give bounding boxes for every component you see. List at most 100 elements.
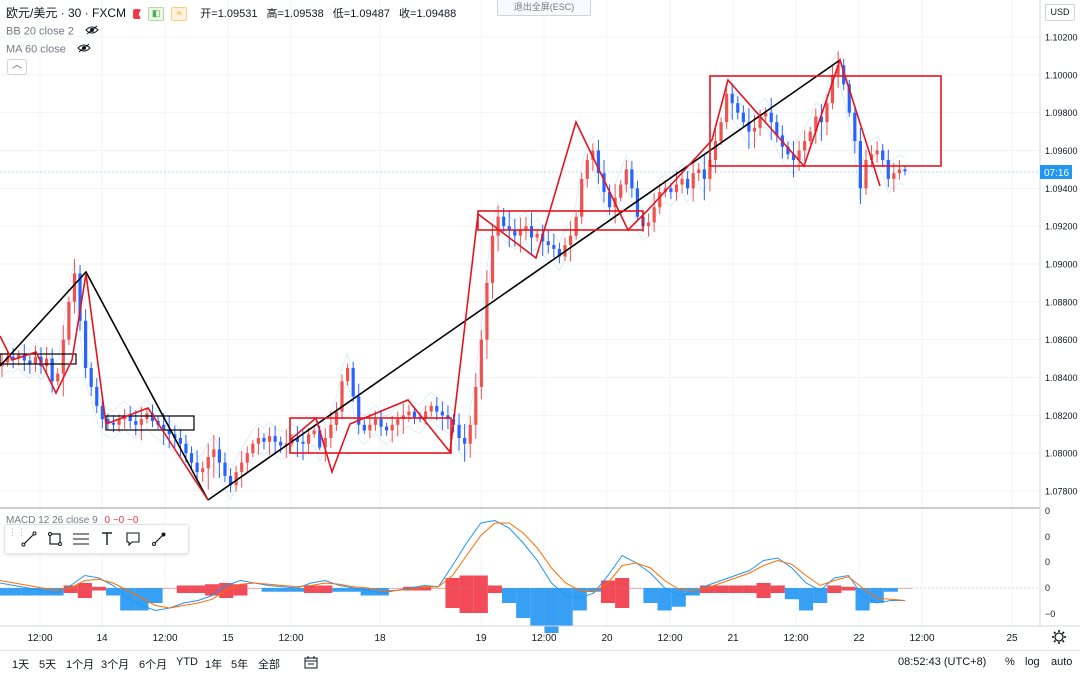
parallel-lines-icon[interactable] <box>68 526 94 552</box>
candle-body <box>228 475 233 486</box>
candle-body <box>791 154 796 160</box>
macd-histogram-bar <box>629 588 644 589</box>
macd-tick-label: 0 <box>1045 532 1050 542</box>
trend-line-main[interactable] <box>207 59 841 501</box>
user-drawings[interactable] <box>0 57 942 501</box>
brush-icon[interactable] <box>146 526 172 552</box>
text-icon[interactable] <box>94 526 120 552</box>
percent-scale-toggle[interactable]: % <box>1005 656 1015 668</box>
auto-scale-toggle[interactable]: auto <box>1051 656 1073 668</box>
consolidation-box-1[interactable] <box>0 353 77 365</box>
indicator-bb-row[interactable]: BB 20 close 2 <box>6 25 99 38</box>
candle-body <box>351 368 355 397</box>
alert-icon[interactable]: ≈ <box>171 7 188 22</box>
candle-body <box>223 462 227 476</box>
eye-icon[interactable] <box>85 25 99 38</box>
candle-body <box>730 93 734 104</box>
range-5d-button[interactable]: 5天 <box>39 659 57 671</box>
candle-body <box>741 112 745 123</box>
candle-body <box>752 127 757 132</box>
time-tick-label: 12:00 <box>278 633 303 644</box>
macd-histogram-bar <box>827 585 842 593</box>
range-box-3[interactable] <box>709 75 942 167</box>
callout-icon[interactable] <box>120 526 146 552</box>
candle-body <box>881 150 885 160</box>
range-1d-button[interactable]: 1天 <box>12 659 30 671</box>
last-price-value: 07:16 <box>1044 168 1069 179</box>
macd-axis[interactable]: 0 0 0 0 −0 <box>1045 506 1055 619</box>
zigzag-pattern-1[interactable] <box>0 273 209 501</box>
rectangle-icon[interactable] <box>42 526 68 552</box>
candle-body <box>134 421 138 425</box>
clock-display[interactable]: 08:52:43 (UTC+8) <box>898 656 987 668</box>
range-1m-button[interactable]: 1个月 <box>66 659 95 671</box>
candle-body <box>574 216 578 236</box>
trend-line-icon[interactable] <box>16 526 42 552</box>
candle-body <box>267 436 272 442</box>
candle-body <box>273 436 277 442</box>
symbol-legend: 欧元/美元 · 30 · FXCM ◧ ≈ 开=1.09531 高=1.0953… <box>6 4 462 22</box>
exit-fullscreen-button[interactable]: 退出全屏(ESC) <box>497 0 591 16</box>
candle-body <box>117 419 121 425</box>
candle-body <box>201 468 205 473</box>
macd-signal-line <box>0 522 906 609</box>
candle-body <box>390 424 394 431</box>
collapse-legend-button[interactable]: ︿ <box>7 59 27 75</box>
log-scale-toggle[interactable]: log <box>1025 656 1040 668</box>
candle-body <box>245 453 249 463</box>
range-5y-button[interactable]: 5年 <box>231 659 249 671</box>
macd-label: MACD 12 26 close 9 <box>6 515 98 526</box>
bottom-toolbar: 1天 5天 1个月 3个月 6个月 YTD 1年 5年 全部 08:52:43 … <box>0 650 1080 676</box>
price-tick-label: 1.09600 <box>1045 146 1078 156</box>
compare-icon[interactable]: ◧ <box>148 7 165 22</box>
macd-tick-label: 0 <box>1045 583 1050 593</box>
candle-body <box>635 188 640 217</box>
open-value: 开=1.09531 <box>200 8 258 20</box>
range-6m-button[interactable]: 6个月 <box>139 659 168 671</box>
candle-body <box>340 381 344 412</box>
candle-body <box>507 226 511 230</box>
time-tick-label: 12:00 <box>657 633 682 644</box>
range-1y-button[interactable]: 1年 <box>205 659 223 671</box>
candle-body <box>256 438 261 444</box>
drag-handle-icon[interactable]: ⋮⋮ <box>8 527 26 537</box>
chart-canvas[interactable]: 1.07800 1.08000 1.08200 1.08400 1.08600 1.088… <box>0 0 1080 650</box>
macd-histogram-bar <box>572 588 587 611</box>
candle-body <box>602 173 606 193</box>
time-tick-label: 12:00 <box>531 633 556 644</box>
time-axis[interactable]: 12:00 14 12:00 15 12:00 18 19 12:00 20 12:00 21 12:… <box>27 633 1018 644</box>
ohlc-values: 开=1.09531 高=1.09538 低=1.09487 收=1.09488 <box>200 8 462 20</box>
candle-body <box>78 273 82 321</box>
range-ytd-button[interactable]: YTD <box>176 656 198 668</box>
time-tick-label: 25 <box>1006 633 1018 644</box>
price-tick-label: 1.10000 <box>1045 70 1078 80</box>
range-box-1[interactable] <box>289 417 452 454</box>
trend-line-left[interactable] <box>0 270 209 501</box>
macd-legend[interactable]: MACD 12 26 close 9 0 −0 −0 <box>6 515 138 526</box>
macd-histogram-bar <box>671 588 686 607</box>
candle-body <box>747 122 751 132</box>
macd-histogram-bar <box>600 580 616 603</box>
price-axis[interactable]: 1.07800 1.08000 1.08200 1.08400 1.08600 1.088… <box>1039 0 1078 626</box>
calendar-range-icon[interactable] <box>304 656 318 672</box>
range-3m-button[interactable]: 3个月 <box>101 659 130 671</box>
candle-body <box>128 415 132 422</box>
candle-body <box>28 360 32 365</box>
currency-button[interactable]: USD <box>1045 4 1075 21</box>
macd-histogram-bar <box>332 588 347 592</box>
candle-body <box>819 116 823 123</box>
chart-settings-icon[interactable] <box>1052 630 1066 644</box>
range-box-2[interactable] <box>477 210 644 231</box>
indicator-ma-row[interactable]: MA 60 close <box>6 43 91 56</box>
macd-histogram-bar <box>883 588 898 592</box>
candle-body <box>5 356 10 363</box>
symbol-title[interactable]: 欧元/美元 · 30 · FXCM <box>6 6 127 20</box>
price-tick-label: 1.09000 <box>1045 260 1078 270</box>
range-all-button[interactable]: 全部 <box>258 659 280 671</box>
candle-body <box>412 411 417 418</box>
macd-histogram-bar <box>473 575 488 613</box>
eye-icon[interactable] <box>77 43 91 56</box>
candle-body <box>373 419 378 425</box>
price-tick-label: 1.08000 <box>1045 449 1078 459</box>
zigzag-pattern-2[interactable] <box>289 57 881 475</box>
